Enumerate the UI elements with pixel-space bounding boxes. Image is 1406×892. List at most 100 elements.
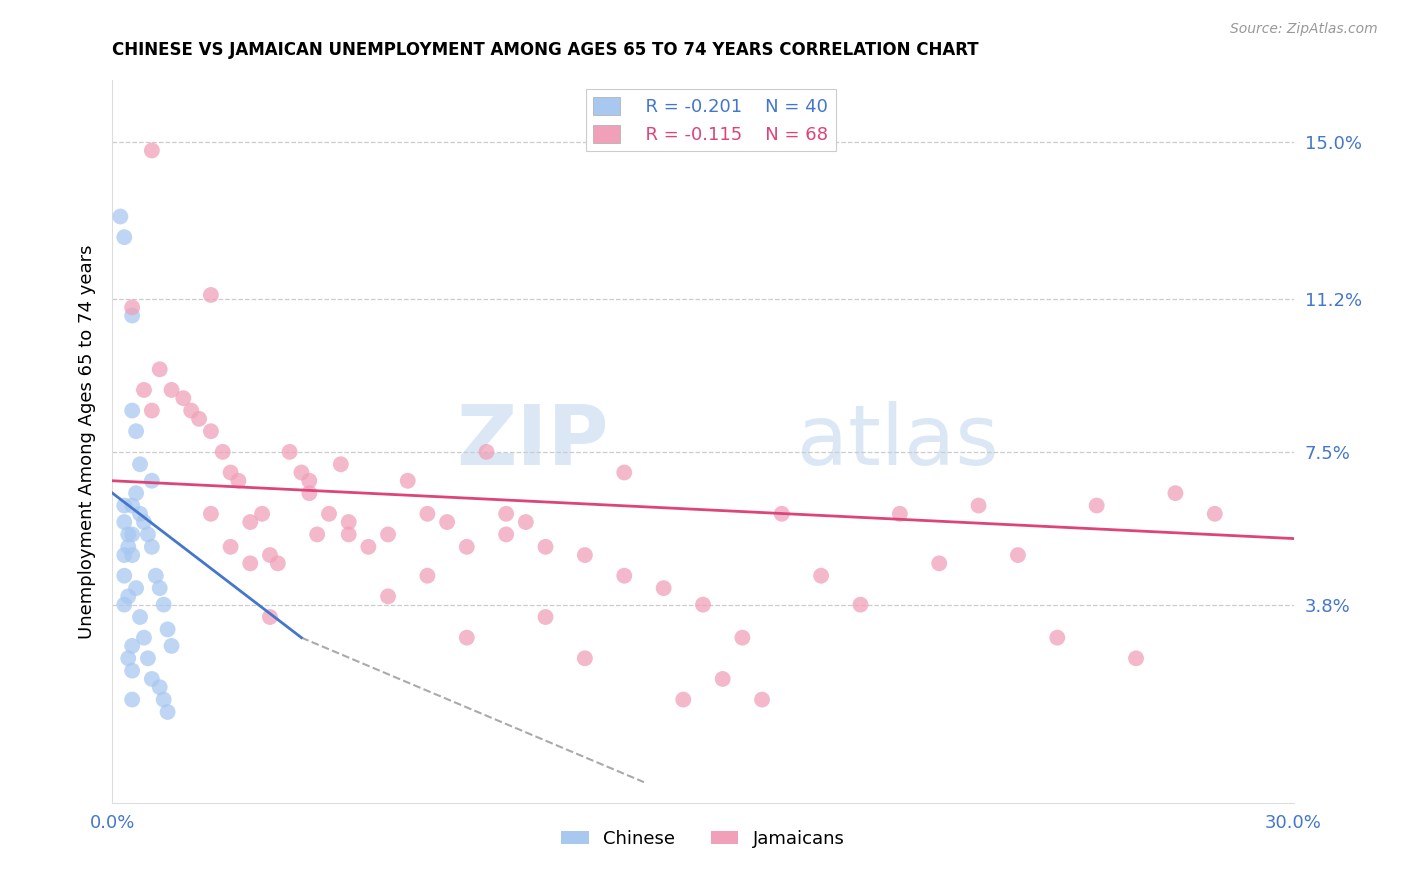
Point (396, 474, 419, 488)
Point (149, 581, 172, 595)
Point (112, 548, 135, 562)
Point (711, 672, 734, 686)
Point (219, 540, 242, 554)
Text: atlas: atlas (797, 401, 1000, 482)
Point (121, 309, 143, 323)
Y-axis label: Unemployment Among Ages 65 to 74 years: Unemployment Among Ages 65 to 74 years (77, 244, 96, 639)
Point (141, 540, 163, 554)
Point (228, 474, 250, 488)
Point (574, 651, 596, 665)
Point (129, 457, 152, 471)
Point (337, 527, 360, 541)
Point (456, 540, 478, 554)
Point (692, 598, 714, 612)
Point (152, 692, 174, 706)
Point (613, 466, 636, 480)
Point (112, 568, 135, 582)
Point (125, 424, 148, 438)
Point (534, 540, 557, 554)
Point (967, 499, 990, 513)
Point (156, 705, 179, 719)
Point (1085, 499, 1108, 513)
Point (731, 631, 754, 645)
Point (121, 639, 143, 653)
Point (416, 507, 439, 521)
Point (141, 474, 163, 488)
Point (278, 445, 301, 459)
Point (121, 664, 143, 678)
Point (456, 631, 478, 645)
Point (574, 548, 596, 562)
Point (141, 672, 163, 686)
Point (377, 590, 399, 604)
Point (125, 486, 148, 500)
Point (810, 568, 832, 582)
Point (110, 210, 132, 224)
Point (141, 403, 163, 417)
Point (160, 383, 183, 397)
Point (889, 507, 911, 521)
Point (136, 651, 159, 665)
Point (156, 623, 179, 637)
Text: CHINESE VS JAMAICAN UNEMPLOYMENT AMONG AGES 65 TO 74 YEARS CORRELATION CHART: CHINESE VS JAMAICAN UNEMPLOYMENT AMONG A… (112, 41, 979, 59)
Point (337, 515, 360, 529)
Point (136, 527, 159, 541)
Point (1204, 507, 1226, 521)
Point (160, 639, 183, 653)
Point (129, 507, 152, 521)
Point (436, 515, 458, 529)
Point (495, 507, 517, 521)
Point (172, 391, 194, 405)
Point (219, 466, 242, 480)
Point (259, 548, 281, 562)
Point (357, 540, 380, 554)
Point (1125, 651, 1147, 665)
Point (515, 515, 537, 529)
Point (298, 486, 321, 500)
Point (117, 540, 139, 554)
Point (121, 403, 143, 417)
Point (145, 568, 167, 582)
Point (416, 568, 439, 582)
Point (613, 568, 636, 582)
Point (117, 651, 139, 665)
Point (152, 598, 174, 612)
Point (928, 557, 950, 571)
Point (121, 548, 143, 562)
Point (1046, 631, 1069, 645)
Point (239, 557, 262, 571)
Text: ZIP: ZIP (456, 401, 609, 482)
Point (329, 457, 352, 471)
Point (290, 466, 312, 480)
Point (298, 474, 321, 488)
Point (121, 499, 143, 513)
Point (112, 230, 135, 244)
Point (770, 507, 793, 521)
Point (475, 445, 498, 459)
Point (652, 581, 675, 595)
Text: Source: ZipAtlas.com: Source: ZipAtlas.com (1230, 22, 1378, 37)
Point (117, 590, 139, 604)
Point (534, 610, 557, 624)
Point (132, 631, 155, 645)
Legend: Chinese, Jamaicans: Chinese, Jamaicans (554, 822, 852, 855)
Point (495, 527, 517, 541)
Point (117, 527, 139, 541)
Point (849, 598, 872, 612)
Point (180, 403, 202, 417)
Point (200, 288, 222, 302)
Point (211, 445, 233, 459)
Point (149, 362, 172, 376)
Point (318, 507, 340, 521)
Point (129, 610, 152, 624)
Point (1164, 486, 1187, 500)
Point (132, 515, 155, 529)
Point (250, 507, 273, 521)
Point (1007, 548, 1029, 562)
Point (121, 301, 143, 315)
Point (751, 692, 773, 706)
Point (112, 499, 135, 513)
Point (125, 581, 148, 595)
Point (307, 527, 329, 541)
Point (121, 527, 143, 541)
